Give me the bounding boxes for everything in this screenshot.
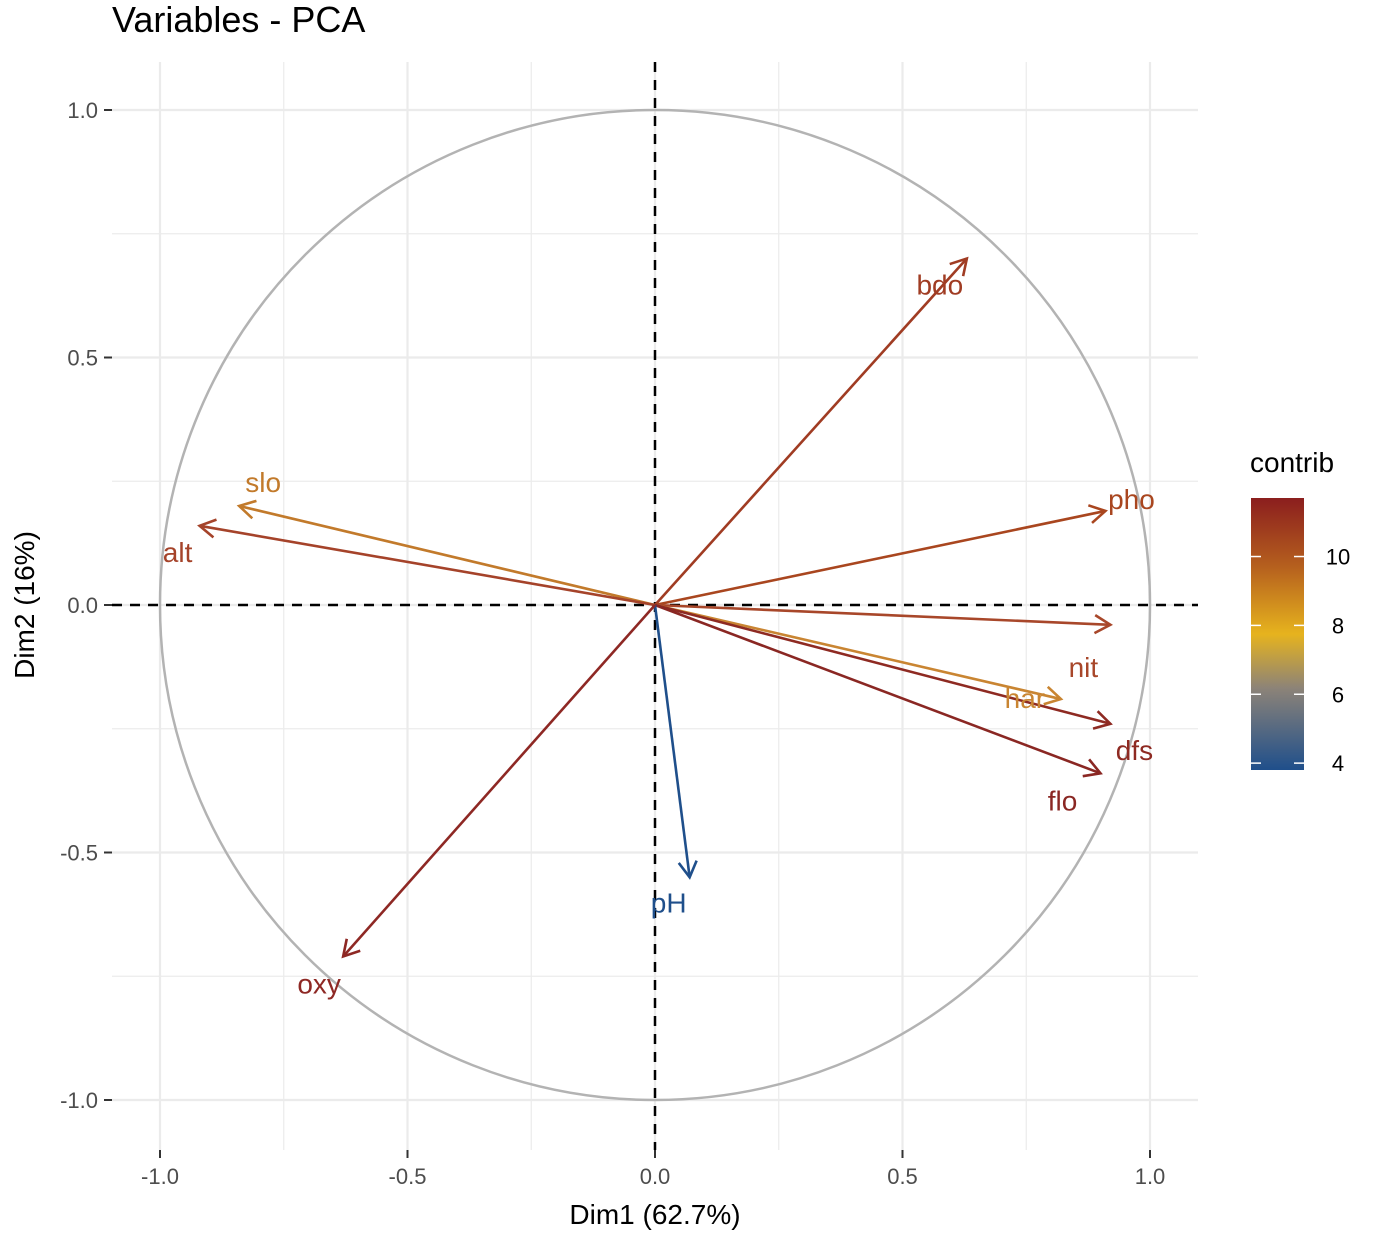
arrow-alt xyxy=(199,524,656,607)
variable-label-ph: pH xyxy=(651,887,687,918)
arrow-ph xyxy=(653,604,691,878)
arrow-dfs xyxy=(654,603,1111,726)
legend-tick-label: 10 xyxy=(1326,545,1350,570)
arrowhead-pho xyxy=(1087,504,1108,524)
x-tick-label: 1.0 xyxy=(1135,1164,1166,1189)
contrib-legend: contrib 10 8 6 4 xyxy=(1250,447,1350,776)
variable-label-oxy: oxy xyxy=(297,968,341,999)
arrowhead-bdo xyxy=(949,256,969,277)
arrow-oxy xyxy=(342,604,656,958)
arrowhead-slo xyxy=(236,499,257,520)
variable-label-nit: nit xyxy=(1069,652,1099,683)
axes: -1.0 -0.5 0.0 0.5 1.0 1.0 0.5 0.0 -0.5 -1.0 xyxy=(60,98,1165,1189)
y-tick-label: 1.0 xyxy=(67,98,98,123)
legend-tick-label: 8 xyxy=(1332,613,1344,638)
variable-label-slo: slo xyxy=(245,467,281,498)
arrow-bdo xyxy=(654,257,968,606)
arrow-slo xyxy=(238,504,656,607)
arrow-flo xyxy=(654,603,1101,775)
arrowhead-alt xyxy=(197,518,217,539)
unit-circle xyxy=(158,108,1152,1102)
arrowhead-ph xyxy=(677,860,698,880)
variable-label-dfs: dfs xyxy=(1116,735,1153,766)
x-tick-label: 0.0 xyxy=(640,1164,671,1189)
x-tick-label: 0.5 xyxy=(887,1164,918,1189)
arrowhead-nit xyxy=(1093,614,1113,635)
arrow-har xyxy=(654,603,1062,701)
variable-arrows xyxy=(197,256,1113,959)
arrowhead-flo xyxy=(1082,758,1103,778)
x-axis-title: Dim1 (62.7%) xyxy=(569,1199,740,1230)
y-tick-label: 0.5 xyxy=(67,346,98,371)
x-tick-label: -0.5 xyxy=(389,1164,427,1189)
variable-label-alt: alt xyxy=(163,537,193,568)
y-tick-label: 0.0 xyxy=(67,593,98,618)
y-tick-label: -1.0 xyxy=(60,1088,98,1113)
variable-label-har: har xyxy=(1005,683,1045,714)
y-tick-label: -0.5 xyxy=(60,841,98,866)
variable-label-flo: flo xyxy=(1048,785,1078,816)
arrowhead-oxy xyxy=(341,938,361,959)
arrow-nit xyxy=(654,603,1111,627)
correlation-circle xyxy=(158,108,1152,1102)
x-tick-label: -1.0 xyxy=(141,1164,179,1189)
y-axis-title: Dim2 (16%) xyxy=(9,531,40,679)
variable-label-pho: pho xyxy=(1108,484,1155,515)
arrowhead-dfs xyxy=(1092,710,1113,730)
arrowhead-har xyxy=(1043,685,1064,706)
legend-tick-label: 4 xyxy=(1332,751,1344,776)
legend-title: contrib xyxy=(1250,447,1334,478)
legend-tick-label: 6 xyxy=(1332,682,1344,707)
legend-colorbar xyxy=(1251,498,1304,770)
chart-title: Variables - PCA xyxy=(112,0,365,40)
legend-ticks: 10 8 6 4 xyxy=(1251,545,1350,776)
arrow-pho xyxy=(654,509,1106,607)
variable-label-bdo: bdo xyxy=(916,270,963,301)
